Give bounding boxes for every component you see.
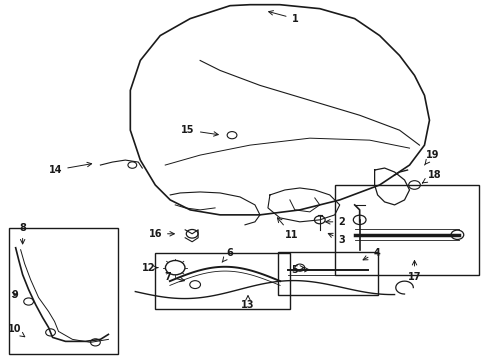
Bar — [155, 253, 289, 310]
Text: 5: 5 — [291, 265, 308, 275]
Text: 11: 11 — [277, 218, 298, 240]
Text: 14: 14 — [49, 162, 91, 175]
Text: 9: 9 — [11, 289, 18, 300]
Text: 18: 18 — [422, 170, 440, 183]
Text: 7: 7 — [164, 272, 184, 282]
Text: 13: 13 — [241, 296, 254, 310]
Text: 3: 3 — [327, 233, 345, 245]
Text: 1: 1 — [268, 11, 298, 24]
Text: 4: 4 — [363, 248, 379, 260]
Bar — [334, 185, 478, 275]
Text: 19: 19 — [424, 150, 438, 165]
Text: 8: 8 — [19, 223, 26, 244]
Text: 17: 17 — [407, 261, 420, 282]
Text: 15: 15 — [181, 125, 218, 136]
Bar — [277, 252, 377, 294]
Text: 2: 2 — [325, 217, 345, 227]
Text: 16: 16 — [148, 229, 174, 239]
Bar — [9, 228, 118, 354]
Text: 6: 6 — [222, 248, 233, 262]
Text: 12: 12 — [141, 263, 158, 273]
Text: 10: 10 — [8, 324, 25, 337]
